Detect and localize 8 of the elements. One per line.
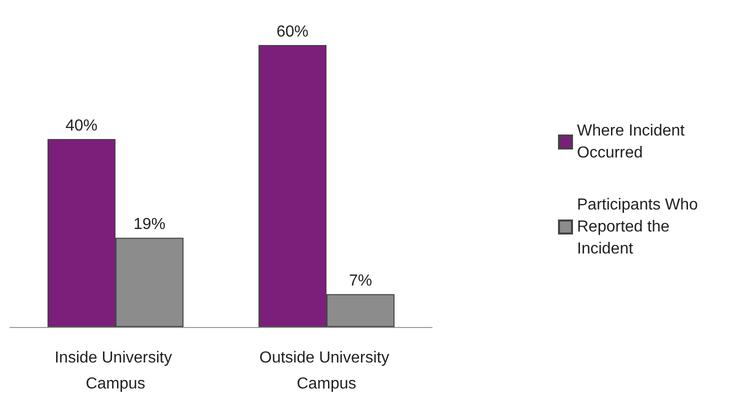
x-tick-label: Inside University Campus [54, 350, 176, 392]
data-label: 60% [276, 24, 309, 40]
legend-label: Participants Who Reported the Incident [577, 196, 702, 258]
x-tick-label: Outside University Campus [259, 350, 394, 392]
data-label: 19% [133, 216, 166, 234]
data-label: 40% [65, 118, 98, 134]
legend-label: Where Incident Occurred [577, 122, 690, 162]
data-label: 7% [348, 272, 372, 290]
